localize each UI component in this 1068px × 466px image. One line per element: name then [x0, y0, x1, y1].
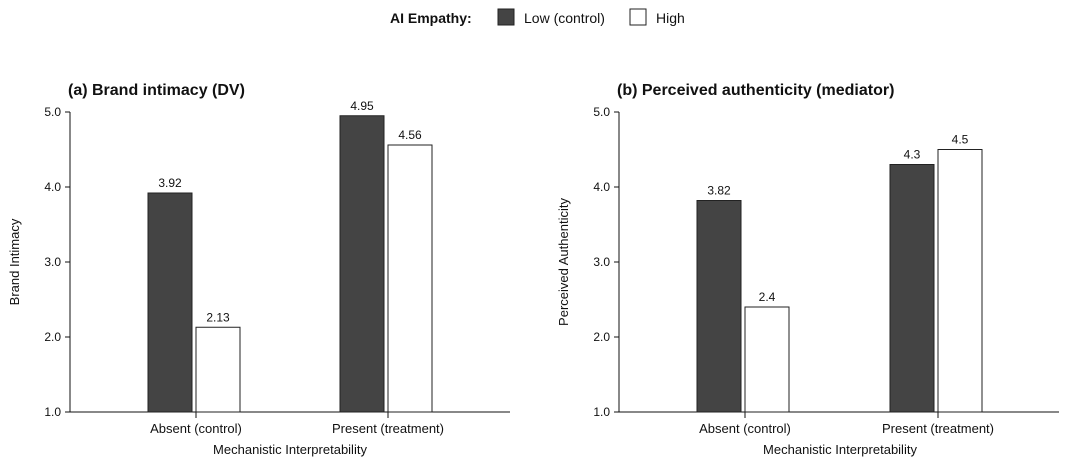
- panel-2-value-label-low-1: 3.82: [707, 184, 731, 198]
- panel-1-y-tick-label-3: 3.0: [44, 255, 61, 269]
- panel-1-value-label-low-1: 3.92: [158, 176, 182, 190]
- panel-2-value-label-high-2: 4.5: [952, 133, 969, 147]
- panel-2-x-category-label-2: Present (treatment): [882, 421, 994, 436]
- panel-1-x-category-label-1: Absent (control): [150, 421, 242, 436]
- panel-2-x-axis-label: Mechanistic Interpretability: [763, 442, 917, 457]
- panel-1-y-tick-label-1: 1.0: [44, 405, 61, 419]
- panel-2-bar-low-1: [696, 200, 742, 413]
- panel-2-y-tick-label-1: 1.0: [593, 405, 610, 419]
- panel-2-value-label-low-2: 4.3: [904, 148, 921, 162]
- legend-label-low: Low (control): [524, 10, 605, 26]
- panel-1-bar-low-1: [147, 192, 193, 413]
- panel-1-y-tick-label-5: 5.0: [44, 105, 61, 119]
- panel-2-bar-high-1: [744, 306, 790, 413]
- legend-swatch-high: [629, 8, 647, 26]
- panel-1-y-tick-label-2: 2.0: [44, 330, 61, 344]
- panel-1-bar-high-1: [195, 326, 241, 413]
- panel-2-y-tick-label-2: 2.0: [593, 330, 610, 344]
- panel-1-value-label-high-1: 2.13: [206, 310, 230, 324]
- legend-label-high: High: [656, 10, 685, 26]
- panel-1-x-category-label-2: Present (treatment): [332, 421, 444, 436]
- panel-1-value-label-low-2: 4.95: [350, 99, 374, 113]
- panel-1-bar-low-2: [339, 115, 385, 413]
- panel-1-title: (a) Brand intimacy (DV): [68, 82, 245, 99]
- panel-1-y-tick-label-4: 4.0: [44, 180, 61, 194]
- panel-1-value-label-high-2: 4.56: [398, 128, 422, 142]
- panel-2-x-category-label-1: Absent (control): [699, 421, 791, 436]
- panel-1-y-axis-label: Brand Intimacy: [7, 218, 22, 305]
- panel-2-bar-low-2: [889, 164, 935, 413]
- legend-swatch-low: [497, 8, 515, 26]
- panel-2-title: (b) Perceived authenticity (mediator): [617, 82, 894, 99]
- panel-2-y-tick-label-4: 4.0: [593, 180, 610, 194]
- panel-2-y-tick-label-5: 5.0: [593, 105, 610, 119]
- panel-2-bar-high-2: [937, 149, 983, 413]
- panel-1-bar-high-2: [387, 144, 433, 413]
- panel-2-y-axis-label: Perceived Authenticity: [556, 198, 571, 326]
- legend-title: AI Empathy:: [390, 10, 472, 26]
- panel-1-x-axis-label: Mechanistic Interpretability: [213, 442, 367, 457]
- panel-2-y-tick-label-3: 3.0: [593, 255, 610, 269]
- panel-2-value-label-high-1: 2.4: [759, 290, 776, 304]
